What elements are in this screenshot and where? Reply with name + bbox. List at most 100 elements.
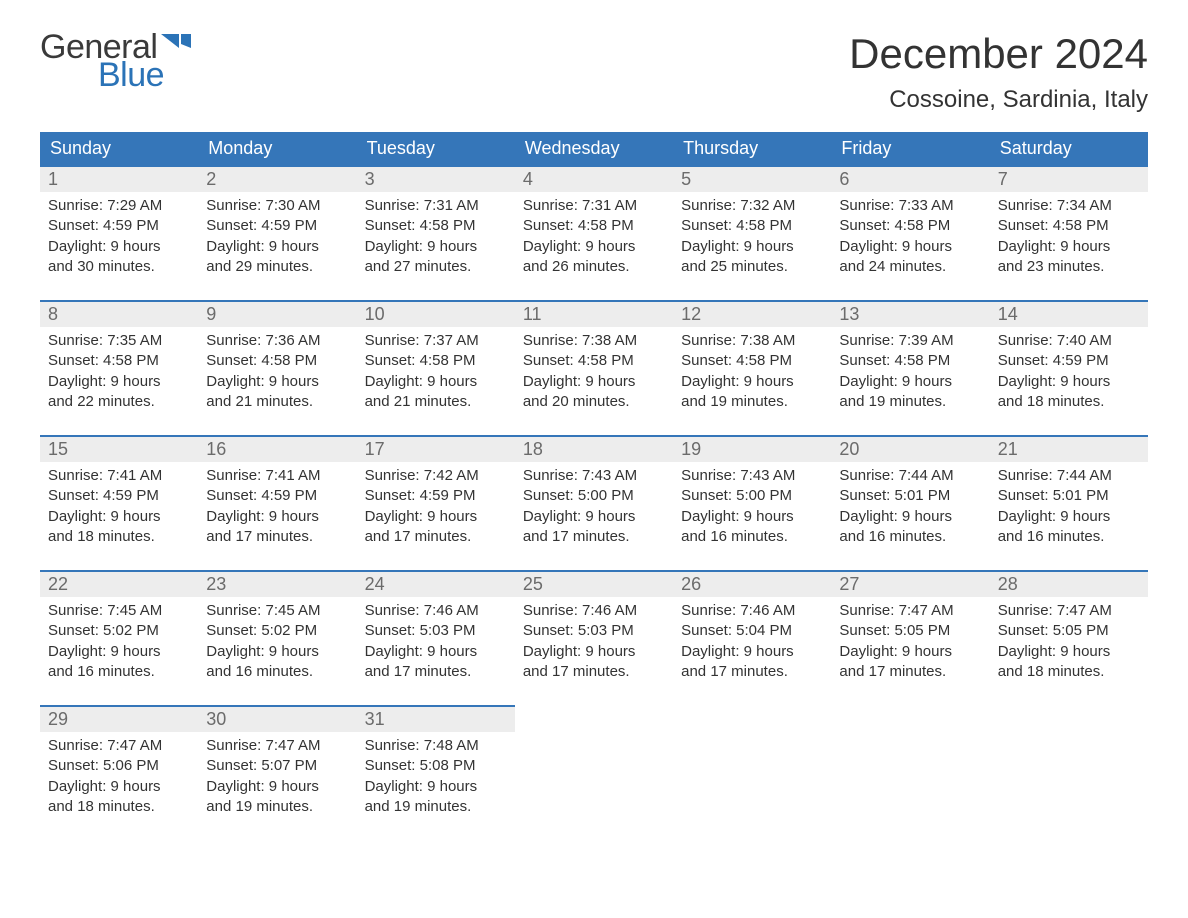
sunset-line: Sunset: 4:58 PM [523, 351, 665, 371]
daylight-line: Daylight: 9 hours [839, 237, 981, 257]
sunrise-line: Sunrise: 7:32 AM [681, 196, 823, 216]
sunset-line: Sunset: 4:58 PM [365, 216, 507, 236]
day-body: Sunrise: 7:43 AMSunset: 5:00 PMDaylight:… [673, 462, 831, 557]
sunset-line: Sunset: 4:58 PM [523, 216, 665, 236]
day-body: Sunrise: 7:38 AMSunset: 4:58 PMDaylight:… [515, 327, 673, 422]
calendar-week-row: 29Sunrise: 7:47 AMSunset: 5:06 PMDayligh… [40, 706, 1148, 841]
day-body: Sunrise: 7:42 AMSunset: 4:59 PMDaylight:… [357, 462, 515, 557]
sunrise-line: Sunrise: 7:47 AM [998, 601, 1140, 621]
sunrise-line: Sunrise: 7:44 AM [839, 466, 981, 486]
sunset-line: Sunset: 4:58 PM [998, 216, 1140, 236]
sunrise-line: Sunrise: 7:43 AM [681, 466, 823, 486]
daylight-line: Daylight: 9 hours [206, 372, 348, 392]
daylight-line: and 17 minutes. [839, 662, 981, 682]
calendar-cell: 4Sunrise: 7:31 AMSunset: 4:58 PMDaylight… [515, 166, 673, 301]
sunrise-line: Sunrise: 7:33 AM [839, 196, 981, 216]
sunset-line: Sunset: 4:58 PM [839, 351, 981, 371]
day-number: 21 [990, 437, 1148, 462]
daylight-line: and 18 minutes. [48, 797, 190, 817]
calendar-cell [515, 706, 673, 841]
daylight-line: Daylight: 9 hours [839, 372, 981, 392]
calendar-cell: 6Sunrise: 7:33 AMSunset: 4:58 PMDaylight… [831, 166, 989, 301]
day-header: Sunday [40, 132, 198, 166]
day-number: 10 [357, 302, 515, 327]
day-number: 5 [673, 167, 831, 192]
sunrise-line: Sunrise: 7:41 AM [48, 466, 190, 486]
day-body: Sunrise: 7:36 AMSunset: 4:58 PMDaylight:… [198, 327, 356, 422]
day-body: Sunrise: 7:47 AMSunset: 5:05 PMDaylight:… [831, 597, 989, 692]
daylight-line: and 16 minutes. [681, 527, 823, 547]
day-body: Sunrise: 7:47 AMSunset: 5:06 PMDaylight:… [40, 732, 198, 827]
sunset-line: Sunset: 5:06 PM [48, 756, 190, 776]
daylight-line: and 17 minutes. [365, 662, 507, 682]
calendar-cell: 5Sunrise: 7:32 AMSunset: 4:58 PMDaylight… [673, 166, 831, 301]
calendar-cell: 20Sunrise: 7:44 AMSunset: 5:01 PMDayligh… [831, 436, 989, 571]
day-body: Sunrise: 7:46 AMSunset: 5:04 PMDaylight:… [673, 597, 831, 692]
daylight-line: Daylight: 9 hours [523, 507, 665, 527]
sunset-line: Sunset: 4:58 PM [681, 351, 823, 371]
day-body: Sunrise: 7:46 AMSunset: 5:03 PMDaylight:… [515, 597, 673, 692]
calendar-cell: 31Sunrise: 7:48 AMSunset: 5:08 PMDayligh… [357, 706, 515, 841]
daylight-line: and 23 minutes. [998, 257, 1140, 277]
day-body: Sunrise: 7:38 AMSunset: 4:58 PMDaylight:… [673, 327, 831, 422]
day-number: 18 [515, 437, 673, 462]
day-header: Friday [831, 132, 989, 166]
daylight-line: and 17 minutes. [681, 662, 823, 682]
logo-flag-icon [161, 34, 191, 60]
daylight-line: Daylight: 9 hours [681, 507, 823, 527]
day-number: 6 [831, 167, 989, 192]
day-body: Sunrise: 7:43 AMSunset: 5:00 PMDaylight:… [515, 462, 673, 557]
day-number: 29 [40, 707, 198, 732]
daylight-line: and 21 minutes. [365, 392, 507, 412]
day-body: Sunrise: 7:46 AMSunset: 5:03 PMDaylight:… [357, 597, 515, 692]
day-number: 14 [990, 302, 1148, 327]
day-header: Tuesday [357, 132, 515, 166]
sunrise-line: Sunrise: 7:29 AM [48, 196, 190, 216]
sunset-line: Sunset: 5:05 PM [998, 621, 1140, 641]
day-body: Sunrise: 7:31 AMSunset: 4:58 PMDaylight:… [515, 192, 673, 287]
logo: General Blue [40, 30, 191, 92]
day-number: 31 [357, 707, 515, 732]
day-number: 15 [40, 437, 198, 462]
calendar-cell: 27Sunrise: 7:47 AMSunset: 5:05 PMDayligh… [831, 571, 989, 706]
day-number: 22 [40, 572, 198, 597]
daylight-line: and 21 minutes. [206, 392, 348, 412]
day-body: Sunrise: 7:45 AMSunset: 5:02 PMDaylight:… [198, 597, 356, 692]
day-body: Sunrise: 7:31 AMSunset: 4:58 PMDaylight:… [357, 192, 515, 287]
daylight-line: Daylight: 9 hours [206, 642, 348, 662]
calendar-cell: 18Sunrise: 7:43 AMSunset: 5:00 PMDayligh… [515, 436, 673, 571]
daylight-line: and 22 minutes. [48, 392, 190, 412]
calendar-table: Sunday Monday Tuesday Wednesday Thursday… [40, 132, 1148, 841]
day-body: Sunrise: 7:35 AMSunset: 4:58 PMDaylight:… [40, 327, 198, 422]
calendar-cell [990, 706, 1148, 841]
day-number: 26 [673, 572, 831, 597]
month-title: December 2024 [849, 30, 1148, 78]
day-body: Sunrise: 7:37 AMSunset: 4:58 PMDaylight:… [357, 327, 515, 422]
day-header: Saturday [990, 132, 1148, 166]
sunset-line: Sunset: 5:02 PM [48, 621, 190, 641]
sunrise-line: Sunrise: 7:41 AM [206, 466, 348, 486]
daylight-line: Daylight: 9 hours [365, 237, 507, 257]
daylight-line: and 26 minutes. [523, 257, 665, 277]
daylight-line: and 19 minutes. [206, 797, 348, 817]
daylight-line: and 17 minutes. [365, 527, 507, 547]
daylight-line: and 17 minutes. [523, 527, 665, 547]
page-header: General Blue December 2024 Cossoine, Sar… [40, 30, 1148, 114]
daylight-line: Daylight: 9 hours [998, 642, 1140, 662]
calendar-cell: 7Sunrise: 7:34 AMSunset: 4:58 PMDaylight… [990, 166, 1148, 301]
sunset-line: Sunset: 4:59 PM [48, 216, 190, 236]
day-number: 30 [198, 707, 356, 732]
sunrise-line: Sunrise: 7:47 AM [839, 601, 981, 621]
daylight-line: Daylight: 9 hours [48, 372, 190, 392]
sunrise-line: Sunrise: 7:44 AM [998, 466, 1140, 486]
day-number: 3 [357, 167, 515, 192]
daylight-line: Daylight: 9 hours [523, 642, 665, 662]
calendar-week-row: 15Sunrise: 7:41 AMSunset: 4:59 PMDayligh… [40, 436, 1148, 571]
sunset-line: Sunset: 4:59 PM [998, 351, 1140, 371]
sunset-line: Sunset: 4:58 PM [206, 351, 348, 371]
daylight-line: Daylight: 9 hours [365, 507, 507, 527]
day-number: 12 [673, 302, 831, 327]
day-number: 4 [515, 167, 673, 192]
daylight-line: and 16 minutes. [839, 527, 981, 547]
sunrise-line: Sunrise: 7:31 AM [523, 196, 665, 216]
